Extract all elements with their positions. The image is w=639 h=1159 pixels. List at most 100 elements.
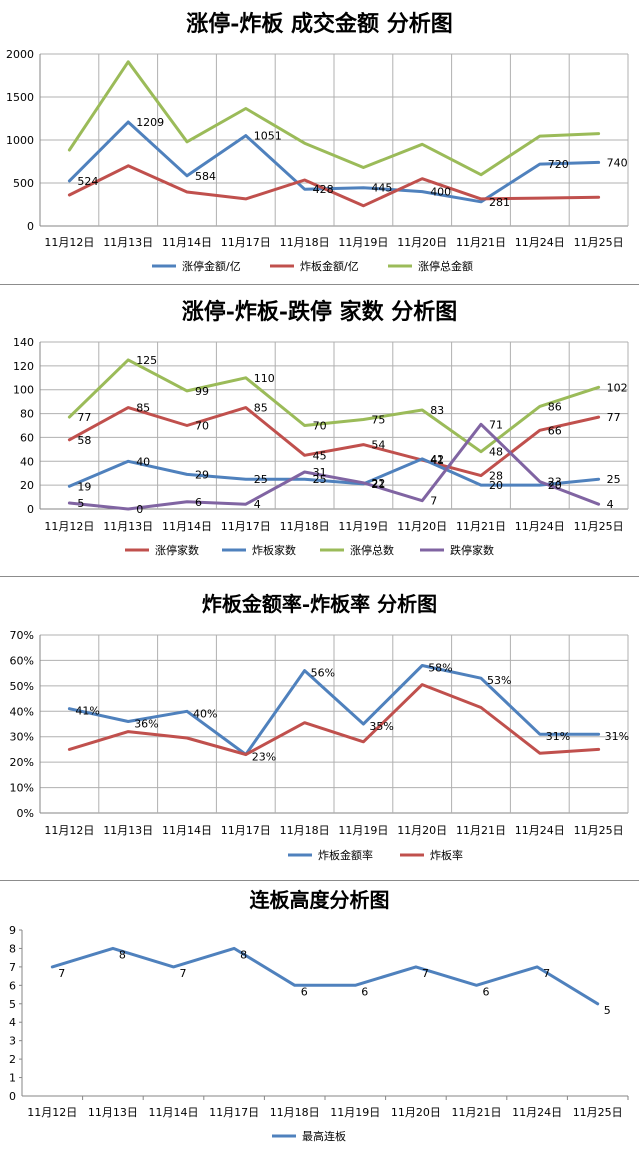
data-label: 35% [369,720,393,733]
x-tick-label: 11月13日 [103,824,153,837]
x-tick-label: 11月24日 [512,1106,562,1119]
x-tick-label: 11月14日 [162,824,212,837]
data-label: 85 [136,402,150,415]
x-tick-label: 11月21日 [452,1106,502,1119]
data-label: 7 [58,967,65,980]
data-label: 31% [546,730,570,743]
x-tick-label: 11月24日 [515,236,565,249]
chart-rate-svg: 0% 10% 20% 30% 40% 50% 60% 70% 11月12日 11月13日 11月14… [10,629,630,862]
data-label: 4 [254,498,261,511]
x-tick-label: 11月12日 [44,236,94,249]
legend-label: 炸板家数 [252,543,296,557]
y-tick-label: 20 [20,479,34,492]
y-tick-label: 7 [9,961,16,974]
y-tick-label: 6 [9,979,16,992]
y-tick-label: 4 [9,1016,16,1029]
data-label: 86 [548,400,562,413]
legend-label: 涨停金额/亿 [182,259,241,273]
data-label: 1051 [254,130,282,143]
data-label: 45 [313,449,327,462]
x-tick-label: 11月19日 [338,520,388,533]
series-line-2 [67,457,601,488]
x-tick-label: 11月13日 [88,1106,138,1119]
data-label: 85 [254,402,268,415]
data-label: 7 [543,967,550,980]
data-label: 23 [548,476,562,489]
y-tick-label: 80 [20,408,34,421]
x-tick-label: 11月19日 [338,824,388,837]
data-label: 22 [371,477,385,490]
chart-panel-height: 连板高度分析图 0 1 2 3 4 5 6 7 8 9 11月12日 11月13日 11月14日 11月1… [0,882,639,1159]
legend-label: 涨停总数 [350,543,394,557]
series-line-1 [50,946,600,1006]
data-label: 77 [77,411,91,424]
y-tick-label: 500 [13,177,34,190]
chart-title-count: 涨停-炸板-跌停 家数 分析图 [181,299,458,325]
data-label: 6 [301,985,308,998]
legend-label: 最高连板 [302,1129,346,1143]
data-label: 400 [430,186,451,199]
y-tick-label: 120 [13,360,34,373]
x-tick-label: 11月17日 [221,236,271,249]
x-tick-label: 11月25日 [574,236,624,249]
y-tick-label: 1 [9,1072,16,1085]
data-label: 28 [489,470,503,483]
x-tick-label: 11月17日 [209,1106,259,1119]
data-label: 720 [548,158,569,171]
x-tick-label: 11月17日 [221,520,271,533]
chart-panel-amount: 涨停-炸板 成交金额 分析图 0 500 1000 1500 2000 11月12日 11月… [0,0,639,284]
data-label: 110 [254,372,275,385]
chart-panel-rate: 炸板金额率-炸板率 分析图 0% 10% 20% 30% 40% 50% 60% 70% 11月… [0,578,639,880]
x-tick-label: 11月17日 [221,824,271,837]
x-tick-label: 11月12日 [27,1106,77,1119]
data-label: 102 [607,381,628,394]
data-label: 41% [75,705,99,718]
series-line-1 [67,120,601,204]
data-label: 584 [195,170,216,183]
panel-divider [0,284,639,285]
y-tick-label: 0 [9,1090,16,1103]
x-tick-label: 11月14日 [162,236,212,249]
legend-label: 涨停总金额 [418,259,473,273]
x-tick-label: 11月25日 [573,1106,623,1119]
legend-label: 炸板金额率 [318,848,373,862]
data-label: 20 [548,479,562,492]
x-tick-label: 11月18日 [270,1106,320,1119]
data-label: 21 [371,478,385,491]
x-tick-label: 11月18日 [280,824,330,837]
data-label: 70 [313,420,327,433]
data-label: 4 [607,498,614,511]
data-label: 1209 [136,116,164,129]
chart-panel-count: 涨停-炸板-跌停 家数 分析图 0 20 40 60 80 100 120 140 11月12日… [0,286,639,576]
series-line-3 [67,358,601,454]
legend-label: 炸板金额/亿 [300,259,359,273]
data-label: 58% [428,662,452,675]
y-tick-label: 40% [10,705,34,718]
data-label: 71 [489,418,503,431]
y-tick-label: 60 [20,431,34,444]
x-tick-label: 11月25日 [574,520,624,533]
x-tick-label: 11月12日 [44,824,94,837]
data-label: 36% [134,717,158,730]
y-tick-label: 50% [10,680,34,693]
data-label: 53% [487,674,511,687]
chart-title-rate: 炸板金额率-炸板率 分析图 [201,592,438,616]
x-tick-label: 11月21日 [456,236,506,249]
y-tick-label: 100 [13,384,34,397]
x-tick-label: 11月19日 [330,1106,380,1119]
y-tick-label: 0 [27,220,34,233]
data-label: 428 [313,183,334,196]
x-tick-label: 11月20日 [391,1106,441,1119]
x-tick-label: 11月12日 [44,520,94,533]
chart-title-amount: 涨停-炸板 成交金额 分析图 [186,11,453,37]
x-tick-label: 11月18日 [280,236,330,249]
data-label: 29 [195,468,209,481]
y-tick-label: 2 [9,1053,16,1066]
chart-amount-svg: 0 500 1000 1500 2000 11月12日 11月13日 11月14日 11月17日… [6,48,629,273]
data-label: 23% [252,751,276,764]
data-label: 31 [313,466,327,479]
data-label: 54 [371,439,385,452]
legend-label: 炸板率 [430,848,463,862]
data-label: 5 [604,1004,611,1017]
